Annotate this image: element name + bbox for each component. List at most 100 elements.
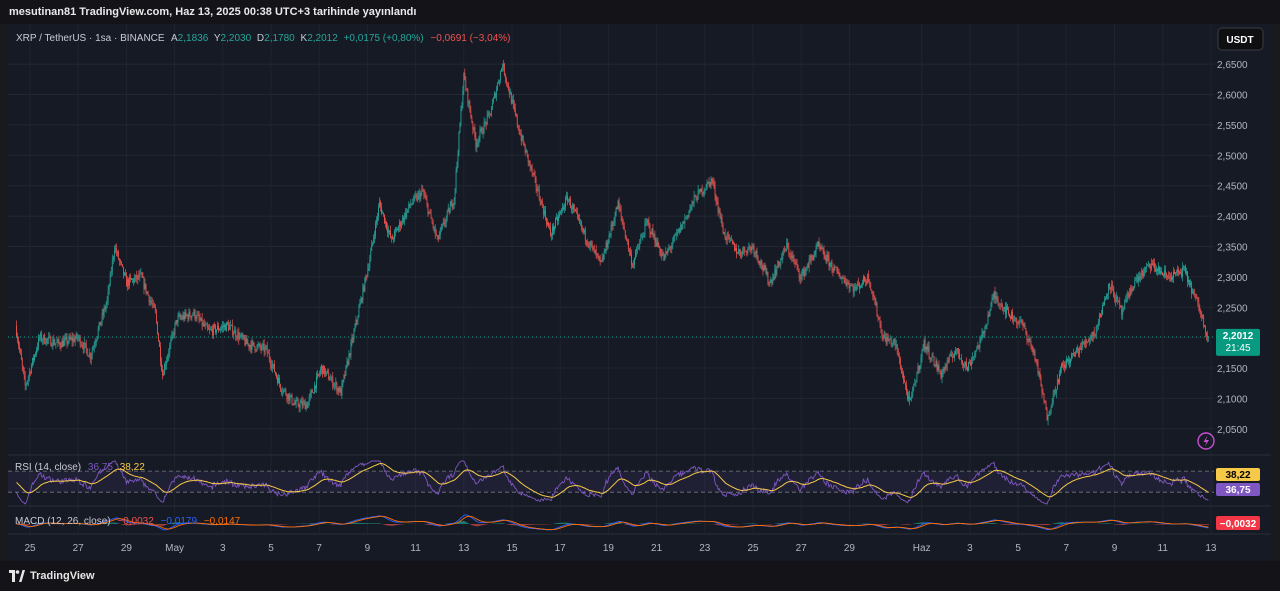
candle [182,311,184,321]
candle [581,225,583,234]
candle [352,334,354,344]
candle [974,350,976,361]
macd-value: −0,0032 [117,516,154,527]
tradingview-logo-icon[interactable] [9,570,25,582]
candle [1062,361,1063,368]
candle [163,369,164,377]
candle [30,363,32,375]
candle [52,336,54,351]
candle [1053,389,1055,398]
candle [493,91,495,99]
candle [80,341,82,347]
candle [124,269,126,277]
candle [897,348,899,357]
candle [53,334,55,346]
currency-button[interactable]: USDT [1217,27,1264,51]
candle [24,371,26,391]
candle [397,227,398,231]
candle [46,337,48,347]
candle [645,217,647,227]
price-chart-svg[interactable]: XRP / TetherUS · 1sa · BINANCE A2,1836 Y… [8,24,1271,561]
candle [282,386,284,397]
candle [1152,259,1154,266]
candle [197,311,199,316]
candle [687,215,689,220]
candle [709,181,711,189]
candle [799,273,801,285]
candle [350,338,352,360]
candle [1162,272,1163,276]
candle [655,237,657,248]
candle [428,211,430,215]
candle [626,238,628,245]
candle [344,370,346,380]
candle [1182,265,1184,271]
candle [231,324,233,327]
candle [1066,355,1067,369]
candle [175,319,177,326]
candle [769,279,771,287]
candle [773,274,775,281]
candle [1171,271,1172,282]
candle [994,286,996,304]
candle [362,283,364,304]
candle [93,341,95,353]
candle [631,249,632,270]
candle [227,321,229,326]
candle [109,271,111,287]
candle [896,344,898,356]
candle [380,199,381,212]
chart-area[interactable]: XRP / TetherUS · 1sa · BINANCE A2,1836 Y… [8,24,1271,561]
candle [1203,314,1205,329]
candle [487,110,489,118]
candle [784,245,786,253]
candle [653,233,655,240]
candle [317,370,318,380]
candle [379,197,380,208]
candle [696,196,698,204]
symbol-label[interactable]: XRP / TetherUS · 1sa · BINANCE [16,33,165,44]
candle [44,333,46,345]
candle [666,250,668,255]
candle [949,351,951,357]
footer-brand[interactable]: TradingView [30,570,95,582]
candle [725,235,727,245]
candle [395,227,396,237]
candle [71,332,73,347]
candle [60,341,62,352]
candle [1124,299,1126,310]
candle [965,361,966,371]
candle [1174,269,1175,275]
candle [644,218,646,238]
candle [740,248,742,259]
candle [1154,258,1156,273]
candle [749,244,751,253]
candle [1205,324,1206,337]
lightning-icon[interactable] [1197,432,1215,450]
candle [252,340,254,347]
candle [530,164,532,171]
candle [1005,302,1007,318]
candle [458,131,460,157]
candle [264,344,266,356]
candle [707,181,709,185]
candle [371,239,373,252]
currency-button-label[interactable]: USDT [1226,35,1253,46]
candle [703,187,705,198]
candle [562,202,563,214]
candle [813,250,815,261]
candle [1082,341,1084,345]
candle [671,242,673,254]
candle [1001,302,1003,312]
candle [615,207,617,217]
candle [446,209,448,222]
candle [478,135,480,147]
candle [1138,272,1140,287]
candle [299,399,301,413]
candle [527,154,529,167]
candle [1080,341,1082,353]
candle [905,382,906,390]
candle [49,332,51,339]
candle [377,212,378,226]
candle [827,251,829,262]
